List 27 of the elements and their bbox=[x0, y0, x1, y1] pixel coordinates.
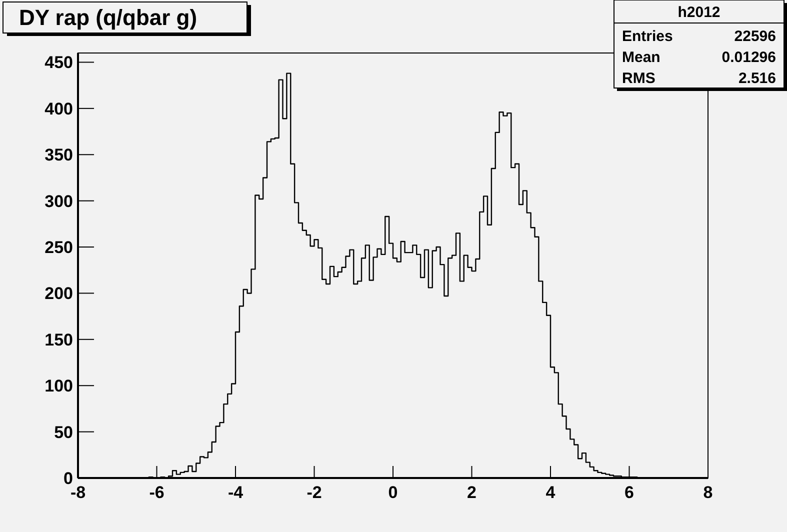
x-tick-label: -8 bbox=[70, 483, 86, 502]
x-tick-label: 8 bbox=[703, 483, 713, 502]
y-tick-label: 300 bbox=[44, 192, 73, 211]
y-tick-label: 0 bbox=[64, 468, 73, 488]
text: Entries bbox=[622, 28, 673, 45]
y-tick-label: 100 bbox=[44, 376, 73, 396]
y-tick-label: 250 bbox=[44, 238, 73, 257]
text: h2012 bbox=[678, 4, 720, 21]
chart-title: DY rap (q/qbar g) bbox=[19, 5, 198, 30]
x-tick-label: -2 bbox=[306, 483, 322, 502]
annotation: RMS bbox=[622, 70, 656, 87]
y-tick-label: 350 bbox=[44, 146, 73, 165]
x-tick-label: 6 bbox=[624, 483, 634, 502]
annotation: Mean bbox=[622, 49, 660, 66]
x-tick-label: 2 bbox=[467, 483, 476, 502]
y-tick-label: 200 bbox=[44, 284, 73, 304]
x-tick-label: 4 bbox=[546, 483, 556, 502]
text: 0.01296 bbox=[722, 49, 776, 66]
y-tick-label: 150 bbox=[44, 330, 73, 350]
y-tick-label: 50 bbox=[54, 422, 73, 442]
y-tick-label: 450 bbox=[44, 53, 73, 72]
x-tick-label: -6 bbox=[149, 483, 164, 502]
text: 22596 bbox=[734, 28, 776, 45]
text: 2.516 bbox=[738, 70, 776, 87]
x-tick-label: -4 bbox=[228, 483, 244, 502]
y-tick-label: 400 bbox=[44, 99, 73, 118]
x-tick-label: 0 bbox=[388, 483, 398, 502]
